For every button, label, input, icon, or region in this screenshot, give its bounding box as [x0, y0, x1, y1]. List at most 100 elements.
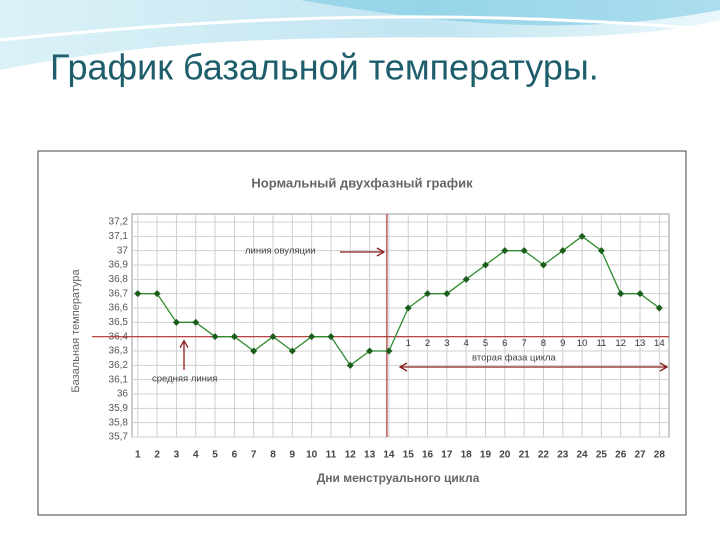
data-point: [192, 318, 200, 326]
x-tick-label: 21: [519, 450, 531, 461]
y-tick-label: 35,7: [109, 432, 129, 443]
x-tick-label: 25: [596, 450, 608, 461]
x-tick-label: 18: [461, 450, 473, 461]
data-point: [520, 247, 528, 255]
y-tick-label: 35,9: [109, 403, 129, 414]
data-point: [134, 290, 142, 298]
data-point: [617, 290, 625, 298]
data-line: [137, 235, 660, 367]
phase-day-number: 14: [654, 338, 665, 349]
x-tick-label: 11: [326, 450, 337, 461]
y-tick-label: 37: [117, 245, 129, 256]
y-tick-label: 37,2: [109, 217, 129, 228]
x-tick-label: 15: [403, 450, 415, 461]
x-tick-label: 7: [251, 450, 257, 461]
data-point: [288, 347, 296, 355]
x-tick-label: 26: [615, 450, 627, 461]
x-tick-label: 14: [383, 450, 395, 461]
x-tick-label: 8: [270, 450, 276, 461]
y-tick-label: 36,6: [109, 303, 129, 314]
decor-swoosh: [300, 0, 720, 26]
cover-line-label: средняя линия: [152, 374, 217, 385]
x-tick-label: 10: [306, 450, 318, 461]
x-tick-label: 22: [538, 450, 550, 461]
y-tick-label: 36,8: [109, 274, 129, 285]
data-point: [308, 333, 316, 341]
data-point: [559, 247, 567, 255]
phase-day-number: 6: [502, 338, 507, 349]
x-tick-label: 23: [557, 450, 569, 461]
phase-day-number: 4: [464, 338, 469, 349]
y-tick-label: 37,1: [109, 231, 129, 242]
x-tick-label: 20: [499, 450, 511, 461]
y-tick-label: 36: [117, 389, 129, 400]
data-point: [597, 247, 605, 255]
x-tick-label: 9: [290, 450, 296, 461]
y-tick-label: 36,3: [109, 346, 129, 357]
x-tick-label: 5: [212, 450, 218, 461]
phase-day-number: 2: [425, 338, 430, 349]
x-tick-label: 17: [441, 450, 453, 461]
data-point: [404, 304, 412, 312]
x-tick-label: 4: [193, 450, 199, 461]
slide-title: График базальной температуры.: [50, 47, 599, 88]
x-tick-label: 27: [634, 450, 646, 461]
phase-day-number: 3: [444, 338, 449, 349]
x-tick-label: 1: [135, 450, 141, 461]
phase-day-number: 7: [521, 338, 526, 349]
data-point: [424, 290, 432, 298]
y-tick-label: 36,2: [109, 360, 129, 371]
x-tick-label: 19: [480, 450, 492, 461]
phase-label: вторая фаза цикла: [472, 353, 557, 364]
data-point: [385, 347, 393, 355]
data-point: [636, 290, 644, 298]
data-point: [501, 247, 509, 255]
y-tick-label: 36,1: [109, 374, 129, 385]
y-tick-label: 36,7: [109, 288, 129, 299]
x-tick-label: 2: [154, 450, 160, 461]
y-tick-label: 36,5: [109, 317, 129, 328]
x-tick-label: 24: [577, 450, 589, 461]
data-point: [211, 333, 219, 341]
data-point: [578, 232, 586, 240]
data-point: [443, 290, 451, 298]
data-point: [366, 347, 374, 355]
x-axis-label: Дни менструального цикла: [317, 471, 480, 485]
data-point: [481, 261, 489, 269]
phase-day-number: 11: [596, 338, 606, 349]
x-tick-label: 12: [345, 450, 357, 461]
phase-day-number: 10: [577, 338, 588, 349]
phase-day-number: 12: [615, 338, 626, 349]
data-point: [269, 333, 277, 341]
data-point: [655, 304, 663, 312]
data-point: [327, 333, 335, 341]
y-axis-label: Базальная температура: [70, 269, 82, 393]
data-point: [153, 290, 161, 298]
data-point: [172, 318, 180, 326]
phase-day-number: 5: [483, 338, 488, 349]
ovulation-line-label: линия овуляции: [245, 246, 316, 257]
x-tick-label: 16: [422, 450, 434, 461]
annotation-arrow: [398, 362, 669, 372]
data-point: [462, 275, 470, 283]
phase-day-number: 1: [406, 338, 411, 349]
phase-day-number: 13: [635, 338, 646, 349]
phase-day-number: 9: [560, 338, 565, 349]
data-point: [539, 261, 547, 269]
phase-day-number: 8: [541, 338, 546, 349]
annotation-arrow: [340, 247, 386, 257]
data-point: [346, 361, 354, 369]
data-point: [250, 347, 258, 355]
x-tick-label: 28: [654, 450, 666, 461]
y-tick-label: 35,8: [109, 417, 129, 428]
data-point: [230, 333, 238, 341]
decor-line: [0, 15, 720, 42]
x-tick-label: 3: [174, 450, 180, 461]
annotation-arrow: [179, 339, 189, 370]
chart-title: Нормальный двухфазный график: [251, 175, 473, 190]
x-tick-label: 13: [364, 450, 376, 461]
x-tick-label: 6: [232, 450, 238, 461]
y-tick-label: 36,9: [109, 260, 129, 271]
